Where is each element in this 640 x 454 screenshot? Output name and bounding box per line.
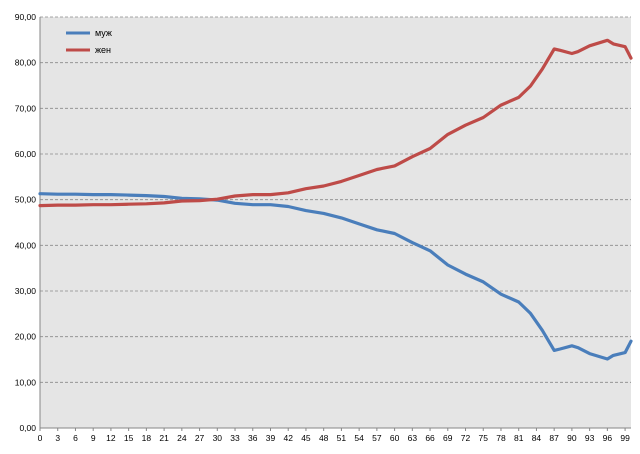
x-tick-label: 99 — [620, 433, 630, 443]
x-tick-label: 42 — [283, 433, 293, 443]
x-tick-label: 48 — [319, 433, 329, 443]
x-tick-label: 90 — [567, 433, 577, 443]
x-tick-label: 12 — [106, 433, 116, 443]
grid-lines — [40, 16, 631, 383]
x-tick-label: 84 — [532, 433, 542, 443]
x-tick-label: 36 — [248, 433, 258, 443]
x-tick-label: 87 — [549, 433, 559, 443]
y-tick-label: 50,00 — [15, 195, 37, 205]
x-tick-label: 3 — [55, 433, 60, 443]
x-tick-label: 66 — [425, 433, 435, 443]
y-tick-label: 90,00 — [15, 12, 37, 22]
y-tick-label: 40,00 — [15, 240, 37, 250]
x-tick-label: 93 — [585, 433, 595, 443]
x-tick-label: 6 — [73, 433, 78, 443]
legend-label: муж — [95, 28, 112, 38]
y-tick-label: 20,00 — [15, 332, 37, 342]
x-tick-label: 57 — [372, 433, 382, 443]
y-tick-label: 10,00 — [15, 377, 37, 387]
x-tick-label: 63 — [408, 433, 418, 443]
x-tick-label: 18 — [142, 433, 152, 443]
x-tick-label: 9 — [91, 433, 96, 443]
series-line-female — [38, 38, 633, 208]
x-tick-label: 60 — [390, 433, 400, 443]
y-tick-label: 0,00 — [19, 423, 36, 433]
y-tick-label: 80,00 — [15, 58, 37, 68]
x-tick-label: 33 — [230, 433, 240, 443]
x-tick-label: 21 — [159, 433, 169, 443]
axes — [39, 17, 631, 431]
x-tick-label: 39 — [266, 433, 276, 443]
legend-label: жен — [95, 45, 111, 55]
x-tick-label: 75 — [479, 433, 489, 443]
legend: муж жен — [66, 28, 112, 55]
y-tick-label: 30,00 — [15, 286, 37, 296]
x-tick-label: 0 — [38, 433, 43, 443]
plot-area — [40, 17, 631, 428]
y-tick-label: 70,00 — [15, 103, 37, 113]
x-tick-label: 15 — [124, 433, 134, 443]
series-line-male — [38, 192, 633, 361]
x-tick-label: 96 — [603, 433, 613, 443]
x-tick-label: 27 — [195, 433, 205, 443]
y-tick-label: 60,00 — [15, 149, 37, 159]
y-axis-tick-labels: 0,00 10,00 20,00 30,00 40,00 50,00 60,00 70,00 8… — [15, 12, 37, 433]
x-tick-label: 51 — [337, 433, 347, 443]
x-tick-label: 72 — [461, 433, 471, 443]
x-tick-label: 81 — [514, 433, 524, 443]
x-tick-label: 45 — [301, 433, 311, 443]
x-tick-label: 78 — [496, 433, 506, 443]
x-tick-label: 69 — [443, 433, 453, 443]
x-tick-label: 54 — [354, 433, 364, 443]
x-tick-label: 30 — [213, 433, 223, 443]
series-lines — [38, 38, 633, 361]
x-tick-label: 24 — [177, 433, 187, 443]
x-axis-tick-labels: 0 3 6 9 12 15 18 21 24 27 30 33 36 39 42 45 48 51 54 57 60 63… — [38, 433, 630, 443]
